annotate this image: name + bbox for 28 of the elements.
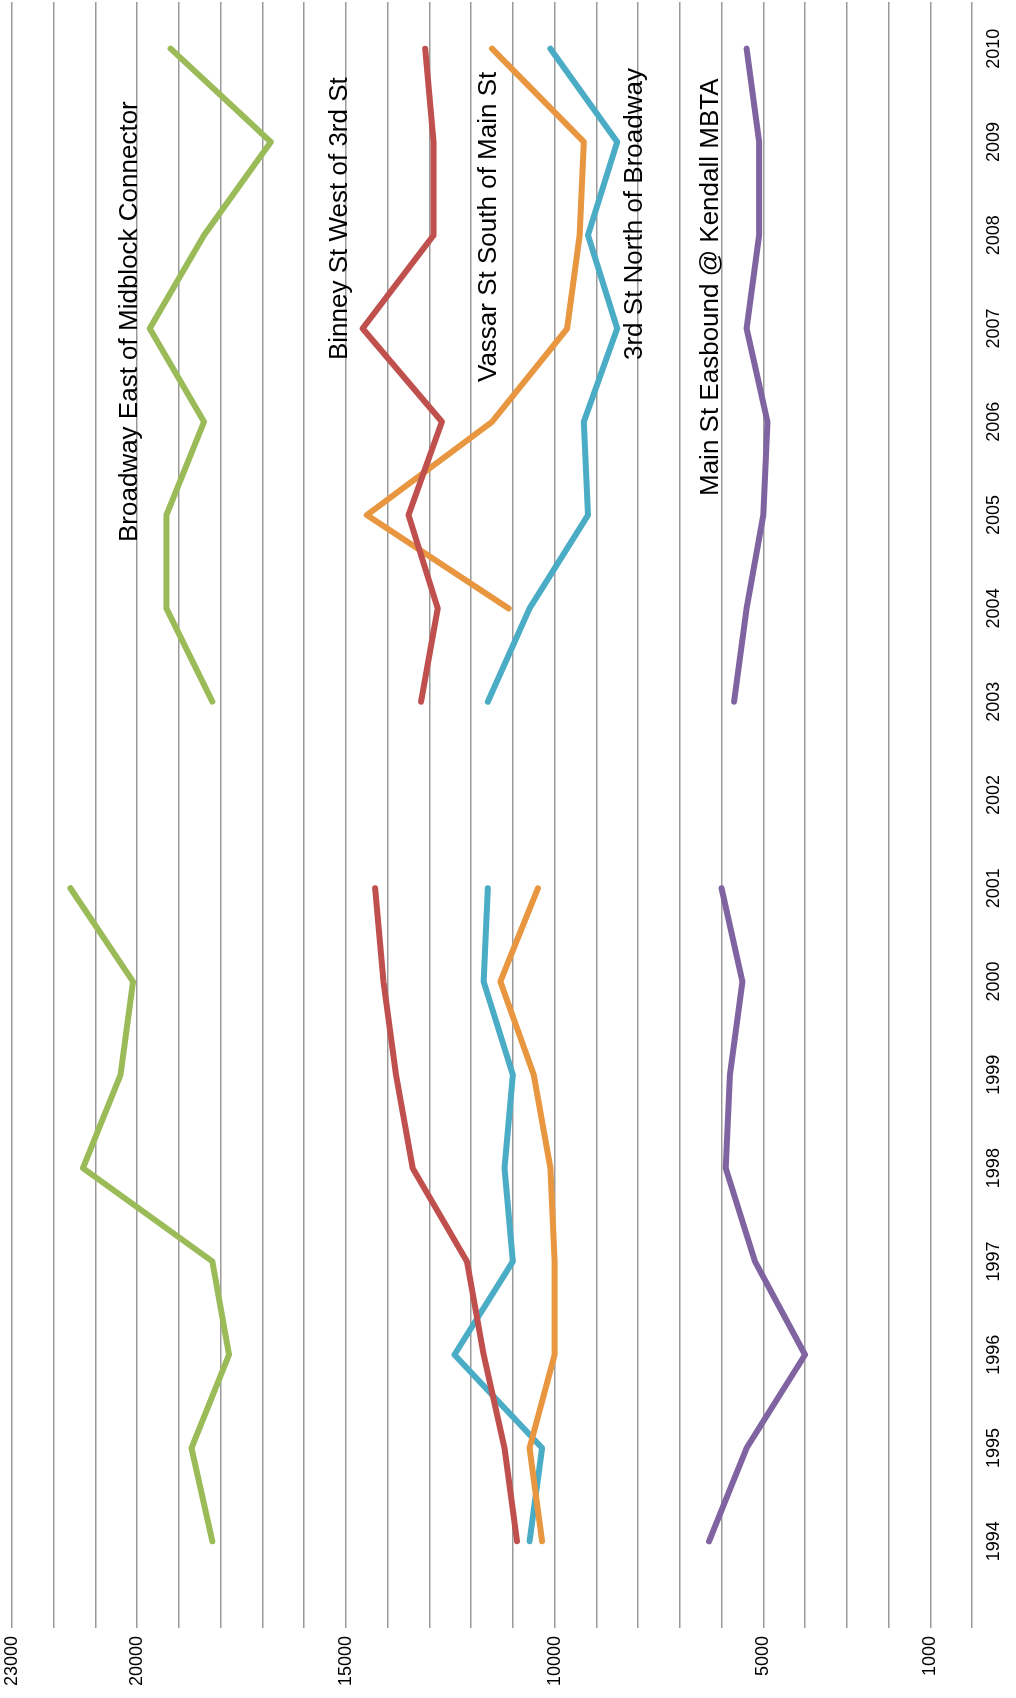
y-tick-label: 2008 <box>982 215 1003 256</box>
y-tick-label: 1996 <box>982 1334 1003 1375</box>
y-tick-label: 2003 <box>982 681 1003 722</box>
text: Vassar St South of Main St <box>472 71 503 382</box>
x-tick-label: 5000 <box>752 1635 773 1676</box>
x-tick-label: 10000 <box>543 1635 564 1687</box>
text: 3rd St North of Broadway <box>618 68 649 360</box>
text: Main St Easbound @ Kendall MBTA <box>694 77 725 496</box>
y-tick-label: 2000 <box>982 961 1003 1002</box>
y-tick-label: 2009 <box>982 121 1003 162</box>
y-tick-label: 2001 <box>982 868 1003 909</box>
y-tick-label: 1997 <box>982 1241 1003 1282</box>
x-tick-label: 20000 <box>126 1635 147 1687</box>
x-tick-label: 1000 <box>919 1635 940 1676</box>
x-tick-label: 23000 <box>0 1635 21 1687</box>
y-tick-label: 1999 <box>982 1054 1003 1095</box>
x-tick-label: 15000 <box>334 1635 355 1687</box>
y-tick-label: 2005 <box>982 495 1003 536</box>
y-tick-label: 2007 <box>982 308 1003 349</box>
y-tick-label: 2006 <box>982 401 1003 442</box>
text: Broadway East of Midblock Connector <box>113 100 144 542</box>
text: Binney St West of 3rd St <box>323 76 354 360</box>
y-tick-label: 2002 <box>982 774 1003 815</box>
y-tick-label: 1994 <box>982 1521 1003 1562</box>
y-tick-label: 1995 <box>982 1427 1003 1469</box>
y-tick-label: 2004 <box>982 588 1003 629</box>
y-tick-label: 2010 <box>982 28 1003 69</box>
y-tick-label: 1998 <box>982 1148 1003 1189</box>
